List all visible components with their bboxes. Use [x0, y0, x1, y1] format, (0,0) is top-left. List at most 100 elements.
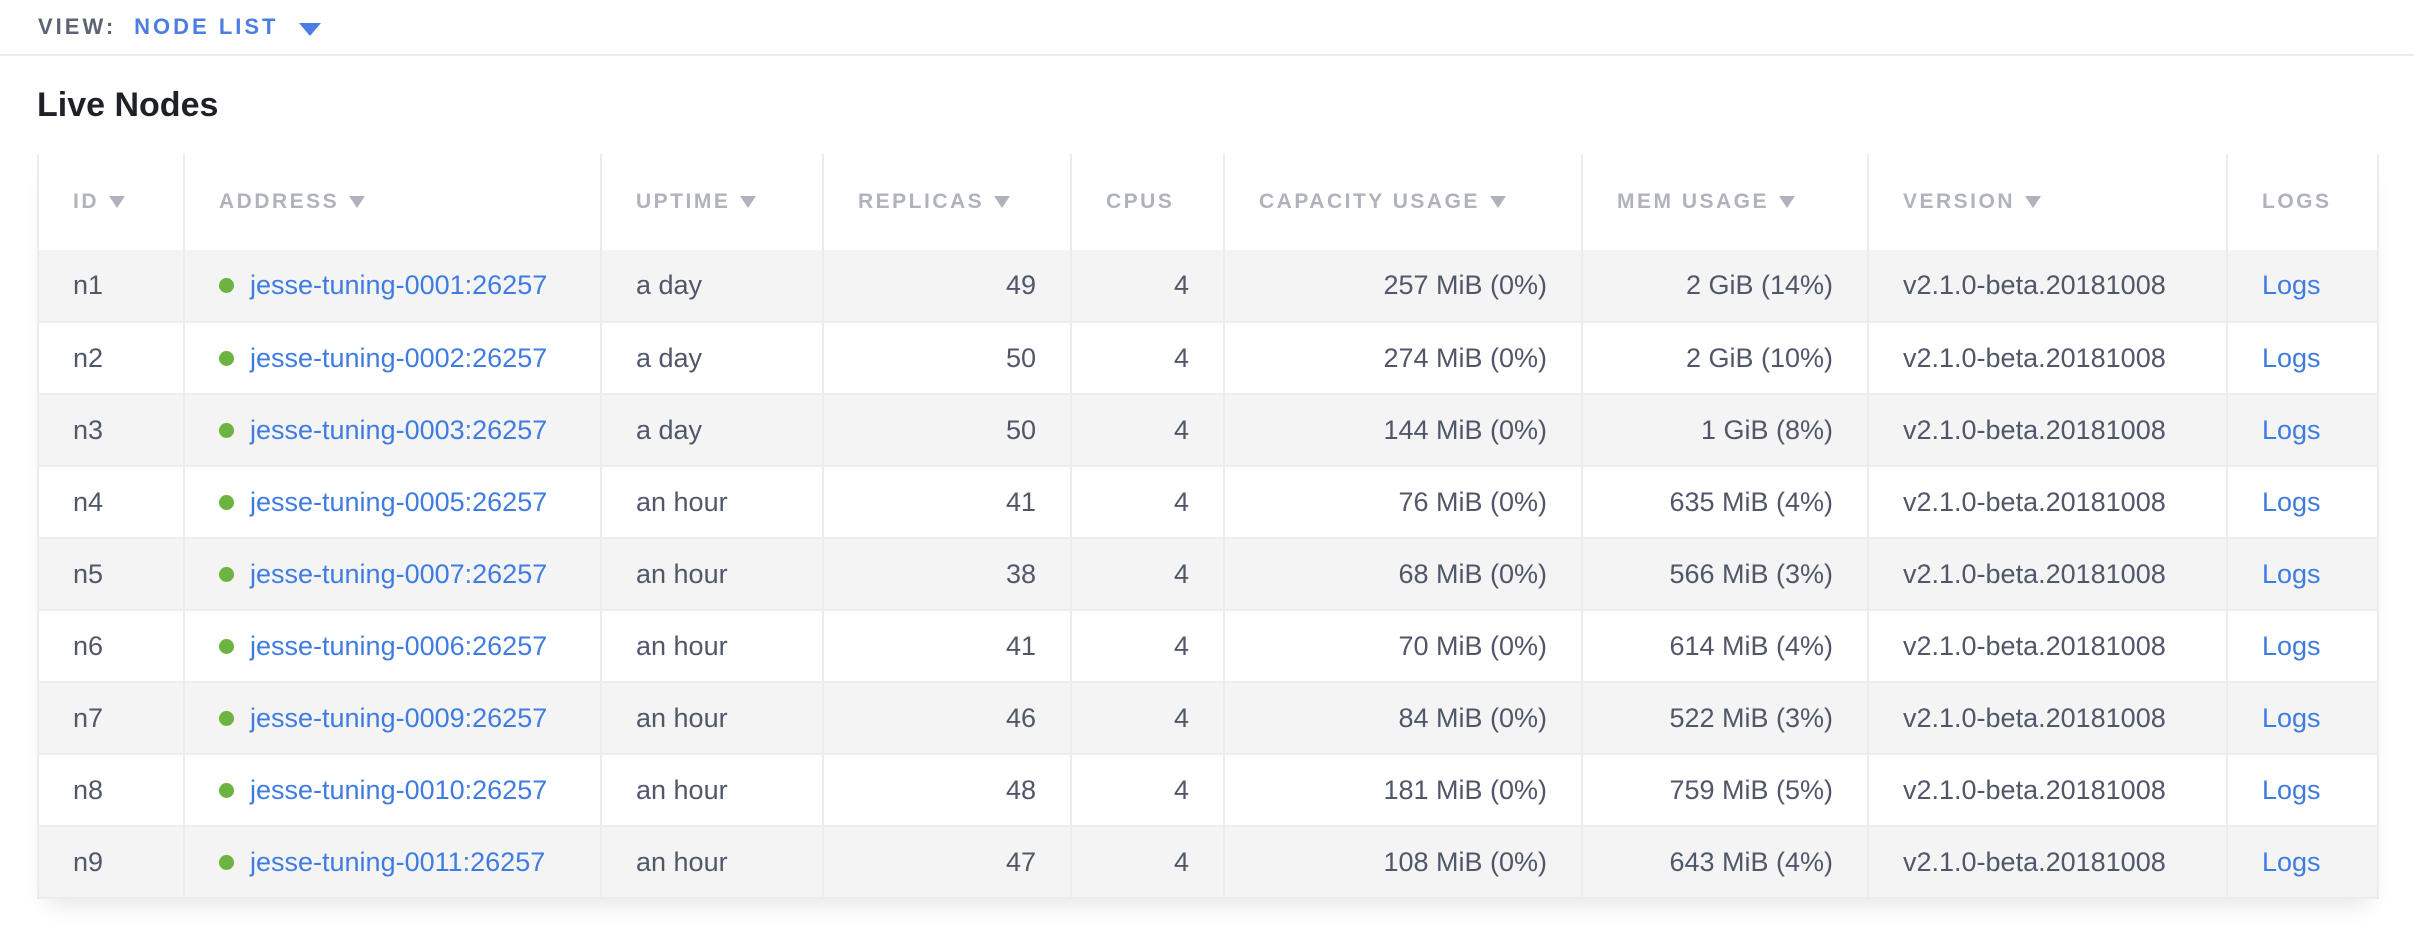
column-header-label: CAPACITY USAGE [1259, 190, 1480, 213]
column-header-version[interactable]: VERSION [1867, 154, 2227, 250]
cell-replicas: 49 [822, 250, 1071, 322]
column-header-address[interactable]: ADDRESS [183, 154, 601, 250]
cell-logs: Logs [2226, 321, 2378, 394]
cell-replicas: 38 [822, 537, 1071, 610]
view-dropdown[interactable]: NODE LIST [134, 14, 321, 40]
cell-replicas: 46 [822, 681, 1071, 754]
cell-address: jesse-tuning-0001:26257 [183, 250, 601, 322]
node-logs-link[interactable]: Logs [2262, 846, 2321, 877]
cell-mem: 566 MiB (3%) [1581, 537, 1868, 610]
cell-uptime: a day [600, 250, 823, 322]
node-live-status-icon [219, 350, 234, 366]
cell-cpus: 4 [1070, 609, 1224, 682]
column-header-label: VERSION [1903, 190, 2016, 213]
node-address-link[interactable]: jesse-tuning-0010:26257 [250, 774, 548, 805]
cell-replicas: 50 [822, 393, 1071, 466]
node-row-n2: n2 jesse-tuning-0002:26257 a day 50 4 274 MiB… [38, 321, 2378, 394]
cell-version: v2.1.0-beta.20181008 [1867, 465, 2227, 538]
node-live-status-icon [219, 422, 234, 438]
column-header-logs: LOGS [2226, 154, 2378, 250]
cell-uptime: a day [600, 393, 823, 466]
node-live-status-icon [219, 494, 234, 510]
node-row-n3: n3 jesse-tuning-0003:26257 a day 50 4 144 MiB… [38, 393, 2378, 466]
cell-logs: Logs [2226, 753, 2378, 826]
cell-logs: Logs [2226, 681, 2378, 754]
view-dropdown-value[interactable]: NODE LIST [134, 14, 279, 39]
cell-version: v2.1.0-beta.20181008 [1867, 250, 2227, 322]
node-logs-link[interactable]: Logs [2262, 774, 2321, 805]
view-selector-bar: VIEW: NODE LIST [0, 0, 2414, 56]
cell-mem: 2 GiB (14%) [1581, 250, 1868, 322]
cell-replicas: 50 [822, 321, 1071, 394]
column-header-label: UPTIME [636, 190, 731, 213]
cell-mem: 522 MiB (3%) [1581, 681, 1868, 754]
cell-replicas: 41 [822, 609, 1071, 682]
cell-logs: Logs [2226, 537, 2378, 610]
node-address-link[interactable]: jesse-tuning-0007:26257 [250, 558, 548, 589]
column-header-label: CPUS [1106, 190, 1175, 213]
cell-uptime: an hour [600, 825, 823, 898]
node-address-link[interactable]: jesse-tuning-0009:26257 [250, 702, 548, 733]
column-header-capacity[interactable]: CAPACITY USAGE [1223, 154, 1582, 250]
node-logs-link[interactable]: Logs [2262, 702, 2321, 733]
node-logs-link[interactable]: Logs [2262, 486, 2321, 517]
cell-uptime: an hour [600, 537, 823, 610]
cell-capacity: 76 MiB (0%) [1223, 465, 1582, 538]
cell-cpus: 4 [1070, 321, 1224, 394]
node-address-link[interactable]: jesse-tuning-0002:26257 [250, 342, 548, 373]
column-header-uptime[interactable]: UPTIME [600, 154, 823, 250]
cell-mem: 2 GiB (10%) [1581, 321, 1868, 394]
cell-mem: 1 GiB (8%) [1581, 393, 1868, 466]
node-live-status-icon [219, 854, 234, 870]
cell-id: n6 [38, 609, 184, 682]
cell-logs: Logs [2226, 609, 2378, 682]
cell-address: jesse-tuning-0006:26257 [183, 609, 601, 682]
node-logs-link[interactable]: Logs [2262, 558, 2321, 589]
node-logs-link[interactable]: Logs [2262, 342, 2321, 373]
cell-replicas: 47 [822, 825, 1071, 898]
cell-address: jesse-tuning-0003:26257 [183, 393, 601, 466]
node-row-n4: n4 jesse-tuning-0005:26257 an hour 41 4 76 Mi… [38, 465, 2378, 538]
column-header-id[interactable]: ID [38, 154, 184, 250]
cell-address: jesse-tuning-0007:26257 [183, 537, 601, 610]
cell-uptime: an hour [600, 681, 823, 754]
node-live-status-icon [219, 566, 234, 582]
cell-logs: Logs [2226, 825, 2378, 898]
node-live-status-icon [219, 710, 234, 726]
chevron-down-icon [298, 22, 321, 36]
column-header-label: ADDRESS [219, 190, 340, 213]
sort-desc-icon [2025, 196, 2042, 208]
node-logs-link[interactable]: Logs [2262, 630, 2321, 661]
cell-id: n3 [38, 393, 184, 466]
cell-cpus: 4 [1070, 825, 1224, 898]
node-logs-link[interactable]: Logs [2262, 270, 2321, 300]
column-header-label: ID [73, 190, 99, 213]
column-header-replicas[interactable]: REPLICAS [822, 154, 1071, 250]
cell-cpus: 4 [1070, 250, 1224, 322]
column-header-mem[interactable]: MEM USAGE [1581, 154, 1868, 250]
table-header-row: ID ADDRESS UPTIME REPLICAS CPUS CAPACITY USAG… [38, 154, 2378, 250]
cell-version: v2.1.0-beta.20181008 [1867, 753, 2227, 826]
node-address-link[interactable]: jesse-tuning-0005:26257 [250, 486, 548, 517]
cell-uptime: a day [600, 321, 823, 394]
node-address-link[interactable]: jesse-tuning-0001:26257 [250, 270, 548, 300]
sort-desc-icon [740, 196, 757, 208]
cell-id: n1 [73, 270, 104, 300]
sort-desc-icon [109, 196, 125, 208]
node-address-link[interactable]: jesse-tuning-0003:26257 [250, 414, 548, 445]
cell-id: n5 [38, 537, 184, 610]
node-logs-link[interactable]: Logs [2262, 414, 2321, 445]
cell-id: n9 [38, 825, 184, 898]
sort-desc-icon [349, 196, 366, 208]
cell-logs: Logs [2226, 393, 2378, 466]
cell-version: v2.1.0-beta.20181008 [1867, 609, 2227, 682]
node-address-link[interactable]: jesse-tuning-0011:26257 [250, 846, 546, 877]
node-address-link[interactable]: jesse-tuning-0006:26257 [250, 630, 548, 661]
cell-uptime: an hour [600, 609, 823, 682]
cell-cpus: 4 [1070, 465, 1224, 538]
cell-id: n4 [38, 465, 184, 538]
cell-replicas: 48 [822, 753, 1071, 826]
node-live-status-icon [219, 782, 234, 798]
cell-cpus: 4 [1070, 753, 1224, 826]
cell-version: v2.1.0-beta.20181008 [1867, 393, 2227, 466]
